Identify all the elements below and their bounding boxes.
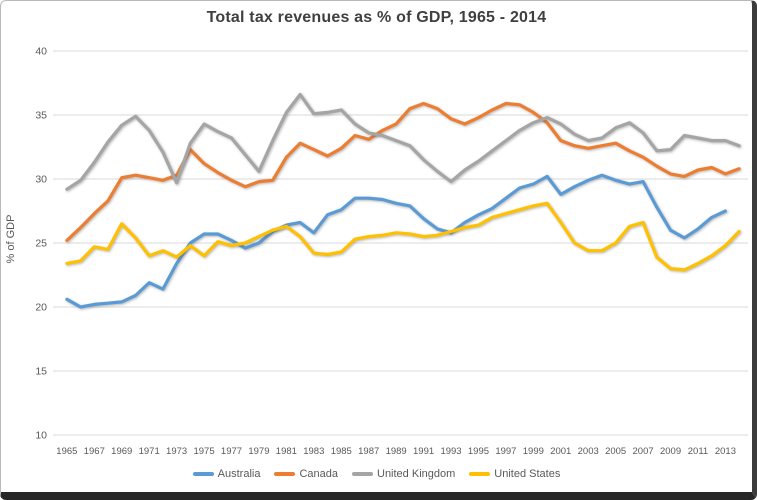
- plot-area: 40 35 30 25 20 15 10 1965 1967 1969 1971 1973 1975 19…: [35, 46, 748, 457]
- x-tick-label: 1965: [56, 446, 77, 457]
- x-tick-label: 2001: [550, 446, 571, 457]
- series-line-canada: [65, 101, 741, 242]
- legend-label-united-kingdom: United Kingdom: [377, 468, 456, 480]
- y-tick-label: 20: [35, 302, 47, 314]
- x-tick-label: 1987: [358, 446, 379, 457]
- x-tick-label: 2007: [633, 446, 654, 457]
- y-tick-label: 35: [35, 110, 47, 122]
- x-tick-label: 1989: [386, 446, 407, 457]
- x-tick-label: 1991: [413, 446, 434, 457]
- legend-label-australia: Australia: [217, 468, 261, 480]
- x-tick-label: 1973: [166, 446, 187, 457]
- x-tick-label: 1969: [111, 446, 132, 457]
- x-tick-label: 1975: [193, 446, 214, 457]
- x-tick-label: 1967: [84, 446, 105, 457]
- legend-swatch-united-states: [469, 472, 491, 476]
- legend-swatch-united-kingdom: [352, 472, 373, 476]
- x-tick-label: 1977: [221, 446, 242, 457]
- x-tick-label: 2009: [660, 446, 681, 457]
- series-line-australia: [65, 173, 728, 309]
- x-tick-label: 1983: [303, 446, 324, 457]
- series-line-united-kingdom: [65, 92, 741, 191]
- y-tick-label: 30: [35, 174, 47, 186]
- x-tick-label: 1981: [276, 446, 297, 457]
- x-tick-label: 2005: [605, 446, 626, 457]
- y-tick-label: 25: [35, 238, 47, 250]
- x-tick-label: 1971: [139, 446, 160, 457]
- x-tick-label: 1979: [248, 446, 269, 457]
- legend-item-canada: Canada: [274, 468, 338, 480]
- y-tick-label: 15: [35, 366, 47, 378]
- legend-swatch-australia: [192, 472, 214, 476]
- x-tick-label: 2013: [715, 446, 736, 457]
- legend-swatch-canada: [274, 472, 296, 476]
- series-line-united-states: [65, 201, 741, 272]
- y-tick-label: 10: [35, 430, 47, 442]
- legend-item-united-kingdom: United Kingdom: [352, 468, 455, 480]
- legend: Australia Canada United Kingdom United S…: [1, 468, 752, 480]
- x-tick-label: 1999: [523, 446, 544, 457]
- x-tick-label: 1995: [468, 446, 489, 457]
- legend-item-united-states: United States: [469, 468, 560, 480]
- x-tick-label: 1993: [440, 446, 461, 457]
- legend-item-australia: Australia: [192, 468, 261, 480]
- legend-label-united-states: United States: [494, 468, 561, 480]
- x-tick-label: 2011: [688, 446, 708, 457]
- x-tick-label: 1985: [331, 446, 352, 457]
- x-tick-label: 1997: [495, 446, 516, 457]
- x-tick-label: 2003: [578, 446, 599, 457]
- legend-label-canada: Canada: [299, 468, 338, 480]
- y-tick-label: 40: [35, 46, 47, 58]
- chart-title: Total tax revenues as % of GDP, 1965 - 2…: [206, 9, 547, 26]
